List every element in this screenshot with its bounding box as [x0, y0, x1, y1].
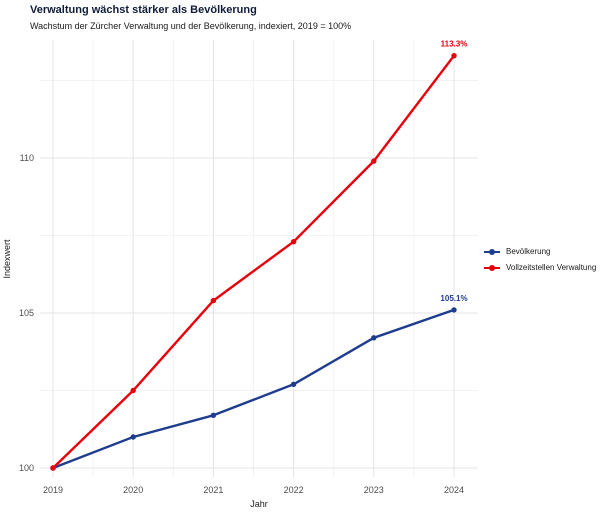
- data-point: [371, 158, 377, 164]
- x-axis-title: Jahr: [250, 499, 268, 509]
- data-point: [290, 239, 297, 245]
- legend: Bevölkerung Vollzeitstellen Verwaltung: [484, 247, 596, 272]
- chart-subtitle: Wachstum der Zürcher Verwaltung und der …: [30, 21, 352, 31]
- legend-point-icon: [489, 248, 495, 255]
- legend-point-icon: [489, 264, 495, 271]
- end-value-label: 113.3%: [441, 40, 468, 49]
- x-tick-label: 2021: [203, 485, 223, 495]
- data-point: [210, 412, 217, 418]
- data-point: [290, 381, 297, 387]
- end-value-label: 105.1%: [440, 294, 467, 303]
- data-point: [130, 387, 136, 394]
- legend-item-bevoelkerung: Bevölkerung: [484, 247, 596, 256]
- legend-label-bevoelkerung: Bevölkerung: [506, 247, 551, 256]
- legend-line-icon: [484, 264, 500, 271]
- legend-label-vollzeitstellen: Vollzeitstellen Verwaltung: [506, 263, 597, 272]
- x-tick-label: 2023: [364, 485, 384, 495]
- x-tick-label: 2024: [444, 485, 464, 495]
- x-tick-label: 2020: [123, 485, 143, 495]
- y-axis-title: Indexwert: [2, 239, 12, 279]
- data-point: [210, 297, 217, 304]
- data-point: [130, 434, 136, 440]
- series-line: [51, 308, 456, 470]
- y-tick-label: 110: [20, 153, 34, 163]
- legend-line-icon: [484, 248, 500, 255]
- x-tick-label: 2019: [43, 485, 63, 495]
- data-point: [451, 307, 457, 313]
- data-point: [371, 335, 377, 341]
- data-point: [50, 465, 56, 471]
- legend-item-vollzeitstellen: Vollzeitstellen Verwaltung: [484, 263, 596, 272]
- series-line: [51, 54, 456, 470]
- y-tick-label: 100: [19, 463, 34, 473]
- chart-title: Verwaltung wächst stärker als Bevölkerun…: [30, 4, 257, 16]
- y-tick-label: 105: [19, 308, 34, 318]
- data-point: [451, 53, 457, 59]
- x-tick-label: 2022: [284, 485, 304, 495]
